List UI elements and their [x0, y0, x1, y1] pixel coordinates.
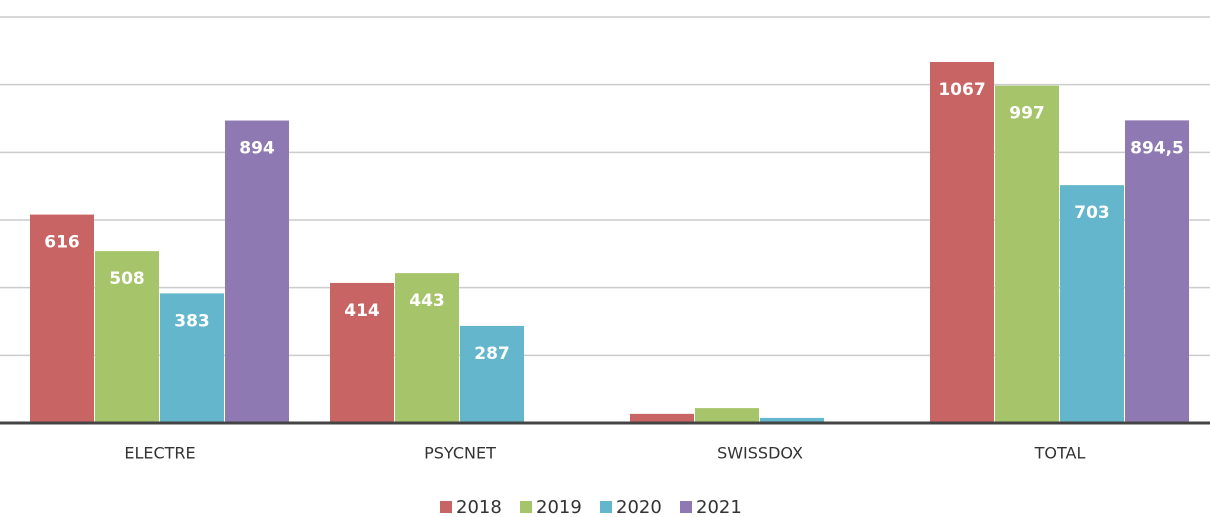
bar — [930, 61, 994, 424]
legend-swatch — [680, 501, 692, 513]
value-label: 616 — [44, 233, 80, 253]
bar — [330, 282, 394, 423]
value-label: 703 — [1074, 203, 1110, 223]
bar — [95, 251, 159, 423]
value-label: 894,5 — [1130, 138, 1184, 158]
bar — [395, 273, 459, 423]
legend-label: 2020 — [616, 497, 662, 517]
bar — [1060, 185, 1124, 423]
value-label: 414 — [344, 301, 380, 321]
x-tick-label: TOTAL — [1034, 444, 1086, 463]
value-label: 383 — [174, 311, 210, 331]
value-label: 1067 — [938, 80, 985, 100]
bar — [695, 408, 759, 423]
value-label: 287 — [474, 344, 510, 364]
legend-label: 2018 — [456, 497, 502, 517]
value-label: 894 — [239, 139, 275, 159]
legend-label: 2021 — [696, 497, 742, 517]
legend-label: 2019 — [536, 497, 582, 517]
value-label: 443 — [409, 291, 445, 311]
bar — [630, 413, 694, 423]
bar — [760, 417, 824, 423]
bar — [160, 293, 224, 423]
bar — [995, 85, 1059, 423]
bar — [225, 120, 289, 423]
x-tick-label: PSYCNET — [424, 444, 496, 463]
value-label: 508 — [109, 269, 145, 289]
legend-swatch — [600, 501, 612, 513]
value-label: 997 — [1009, 104, 1045, 124]
bar — [460, 325, 524, 423]
legend-swatch — [520, 501, 532, 513]
x-tick-label: ELECTRE — [124, 444, 195, 463]
bar — [1125, 120, 1189, 423]
bar — [30, 214, 94, 423]
x-tick-label: SWISSDOX — [717, 444, 803, 463]
legend-swatch — [440, 501, 452, 513]
